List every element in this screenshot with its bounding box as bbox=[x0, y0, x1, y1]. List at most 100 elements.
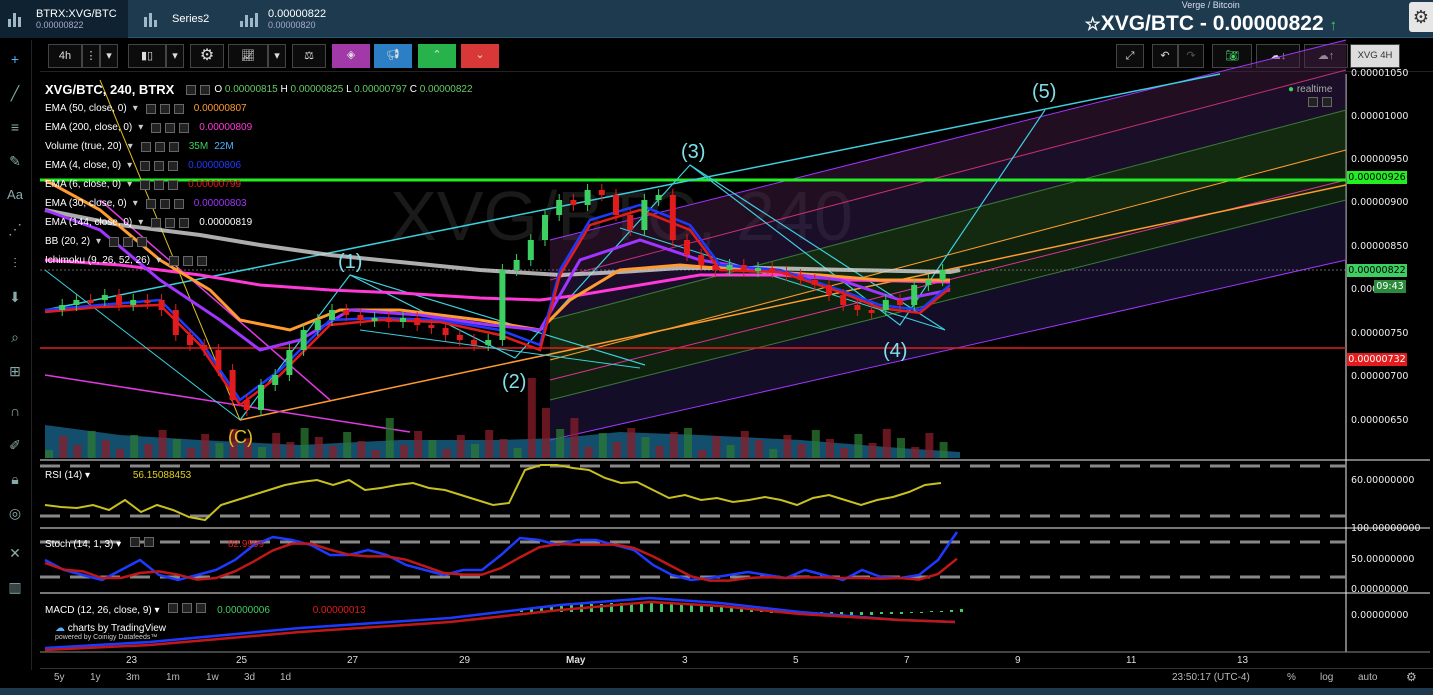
horizontal-lines-icon[interactable]: ≡ bbox=[10, 119, 20, 135]
compare-scales-icon[interactable]: ⚖ bbox=[292, 44, 326, 68]
close-icon[interactable] bbox=[137, 236, 148, 247]
interval-button[interactable]: 4h bbox=[48, 44, 82, 68]
close-icon[interactable] bbox=[179, 122, 190, 133]
chevron-down-icon[interactable]: ▾ bbox=[127, 160, 133, 171]
indicator-legend-row[interactable]: EMA (200, close, 0) ▾ 0.00000809 bbox=[45, 118, 665, 137]
range-button-3d[interactable]: 3d bbox=[244, 672, 256, 683]
range-button-1y[interactable]: 1y bbox=[90, 672, 101, 683]
chevron-down-icon[interactable]: ▾ bbox=[138, 122, 144, 133]
close-icon[interactable] bbox=[197, 255, 208, 266]
close-icon[interactable] bbox=[168, 160, 179, 171]
crosshair-icon[interactable]: + bbox=[10, 51, 20, 67]
settings-icon[interactable] bbox=[154, 141, 165, 152]
indicator-legend-row[interactable]: BB (20, 2) ▾ bbox=[45, 232, 665, 251]
arrow-down-icon[interactable]: ⬇ bbox=[9, 289, 21, 305]
buy-up-icon[interactable]: ⌃ bbox=[418, 44, 456, 68]
chevron-down-icon[interactable]: ▾ bbox=[96, 236, 102, 247]
cloud-upload-icon[interactable]: ☁↑ bbox=[1304, 44, 1348, 68]
pattern-icon[interactable]: ⋰ bbox=[8, 221, 22, 237]
cube-icon[interactable]: ◈ bbox=[332, 44, 370, 68]
close-icon[interactable] bbox=[173, 103, 184, 114]
settings-icon[interactable] bbox=[159, 103, 170, 114]
hide-icon[interactable] bbox=[151, 217, 162, 228]
trash-icon[interactable]: ▥ bbox=[8, 579, 22, 595]
range-button-1m[interactable]: 1m bbox=[166, 672, 180, 683]
hide-icon[interactable] bbox=[145, 103, 156, 114]
close-icon[interactable] bbox=[173, 198, 184, 209]
indicator-legend-row[interactable]: EMA (30, close, 0) ▾ 0.00000803 bbox=[45, 194, 665, 213]
chart-title[interactable]: XVG/BTC, 240, BTRX bbox=[45, 82, 175, 97]
settings-icon[interactable] bbox=[183, 255, 194, 266]
hide-icon[interactable] bbox=[186, 84, 197, 95]
pencil-icon[interactable]: ✐ bbox=[9, 437, 21, 453]
candle-type-icon[interactable]: ▮▯ bbox=[128, 44, 166, 68]
sell-down-icon[interactable]: ⌄ bbox=[461, 44, 499, 68]
hide-icon[interactable] bbox=[140, 160, 151, 171]
settings-icon[interactable] bbox=[154, 179, 165, 190]
close-icon[interactable] bbox=[168, 141, 179, 152]
chevron-down-icon[interactable]: ▾ bbox=[138, 217, 144, 228]
hide-icon[interactable] bbox=[145, 198, 156, 209]
time-axis[interactable]: 23 25 27 29 May 3 5 7 9 11 13 bbox=[40, 652, 1340, 668]
zoom-icon[interactable]: ⌕ bbox=[11, 329, 19, 345]
clock-readout[interactable]: 23:50:17 (UTC-4) bbox=[1172, 672, 1250, 683]
settings-icon[interactable]: ⚙ bbox=[190, 44, 224, 68]
indicator-legend-row[interactable]: EMA (144, close, 0) ▾ 0.00000819 bbox=[45, 213, 665, 232]
range-button-3m[interactable]: 3m bbox=[126, 672, 140, 683]
indicator-legend-row[interactable]: Volume (true, 20) ▾ 35M 22M bbox=[45, 137, 665, 156]
indicator-legend-row[interactable]: EMA (4, close, 0) ▾ 0.00000806 bbox=[45, 156, 665, 175]
more-icon[interactable]: ⋮ bbox=[82, 44, 100, 68]
tab-series2[interactable]: Series2 bbox=[136, 0, 226, 38]
tab-area-series[interactable]: 0.00000822 0.00000820 bbox=[232, 0, 342, 38]
brush-icon[interactable]: ✎ bbox=[9, 153, 21, 169]
chevron-down-icon[interactable]: ▾ bbox=[268, 44, 286, 68]
settings-icon[interactable] bbox=[159, 198, 170, 209]
cloud-download-icon[interactable]: ☁↓ bbox=[1256, 44, 1300, 68]
trendline-icon[interactable]: ╱ bbox=[10, 85, 20, 101]
close-icon[interactable] bbox=[179, 217, 190, 228]
fullscreen-icon[interactable]: ⤢ bbox=[1116, 44, 1144, 68]
indicator-legend-row[interactable]: EMA (50, close, 0) ▾ 0.00000807 bbox=[45, 99, 665, 118]
chevron-down-icon[interactable]: ▾ bbox=[127, 141, 133, 152]
chevron-down-icon[interactable]: ▾ bbox=[166, 44, 184, 68]
fib-icon[interactable]: ⫶ bbox=[13, 255, 17, 271]
settings-icon[interactable] bbox=[123, 236, 134, 247]
settings-icon[interactable] bbox=[165, 217, 176, 228]
chevron-down-icon[interactable]: ▾ bbox=[156, 255, 162, 266]
hide-icon[interactable] bbox=[151, 122, 162, 133]
chevron-down-icon[interactable]: ▾ bbox=[100, 44, 118, 68]
settings-icon[interactable] bbox=[165, 122, 176, 133]
close-icon[interactable] bbox=[168, 179, 179, 190]
magnet-icon[interactable]: ∩ bbox=[9, 403, 21, 419]
redo-icon[interactable]: ↷ bbox=[1178, 44, 1204, 68]
tab-btrx-xvg-btc[interactable]: BTRX:XVG/BTC 0.00000822 bbox=[0, 0, 128, 38]
megaphone-icon[interactable]: 📢︎ bbox=[374, 44, 412, 68]
chevron-down-icon[interactable]: ▾ bbox=[127, 179, 133, 190]
auto-toggle[interactable]: auto bbox=[1358, 672, 1378, 683]
range-button-1d[interactable]: 1d bbox=[280, 672, 292, 683]
range-button-5y[interactable]: 5y bbox=[54, 672, 65, 683]
settings-gear-icon[interactable]: ⚙ bbox=[1406, 670, 1417, 684]
log-toggle[interactable]: log bbox=[1320, 672, 1334, 683]
percent-toggle[interactable]: % bbox=[1287, 672, 1296, 683]
camera-icon[interactable]: 📷︎ bbox=[1212, 44, 1252, 68]
hide-icon[interactable] bbox=[140, 179, 151, 190]
settings-icon[interactable] bbox=[1322, 97, 1332, 107]
indicators-icon[interactable]: 📈︎ bbox=[228, 44, 268, 68]
settings-icon[interactable] bbox=[154, 160, 165, 171]
eye-hide-icon[interactable]: ◎ bbox=[8, 505, 22, 521]
hide-icon[interactable] bbox=[169, 255, 180, 266]
tools-icon[interactable]: ✕ bbox=[9, 545, 21, 561]
lock-icon[interactable]: 🔒︎ bbox=[11, 471, 19, 487]
indicator-legend-row[interactable]: Ichimoku (9, 26, 52, 26) ▾ bbox=[45, 251, 665, 270]
tradingview-watermark[interactable]: ☁ charts by TradingView powered by Coini… bbox=[55, 623, 166, 641]
undo-icon[interactable]: ↶ bbox=[1152, 44, 1178, 68]
measure-icon[interactable]: ⊞ bbox=[9, 363, 21, 379]
text-icon[interactable]: Aa bbox=[7, 187, 23, 202]
hide-icon[interactable] bbox=[109, 236, 120, 247]
hide-icon[interactable] bbox=[140, 141, 151, 152]
settings-gear-button[interactable]: ⚙ bbox=[1409, 2, 1433, 32]
symbol-button[interactable]: XVG 4H bbox=[1350, 44, 1400, 68]
range-button-1w[interactable]: 1w bbox=[206, 672, 219, 683]
